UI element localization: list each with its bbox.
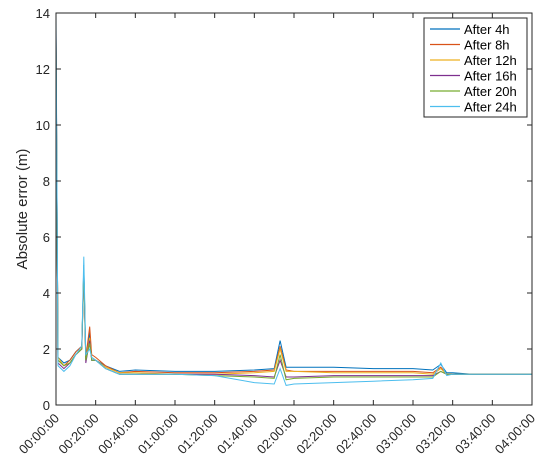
- y-tick-label: 14: [36, 6, 50, 21]
- x-tick-label: 03:40:00: [452, 411, 498, 457]
- series-line-6: [55, 12, 532, 386]
- x-tick-label: 02:40:00: [333, 411, 379, 457]
- x-tick-label: 01:20:00: [174, 411, 220, 457]
- y-tick-label: 10: [36, 118, 50, 133]
- legend-label-1: After 4h: [464, 22, 510, 37]
- x-tick-label: 00:20:00: [55, 411, 101, 457]
- x-tick-label: 03:00:00: [373, 411, 419, 457]
- series-layer: [55, 12, 532, 386]
- legend-box: [423, 17, 528, 118]
- legend-label-3: After 12h: [464, 53, 517, 68]
- y-tick-label: 0: [43, 398, 50, 413]
- y-tick-label: 6: [43, 230, 50, 245]
- x-tick-label: 03:20:00: [412, 411, 458, 457]
- y-tick-label: 8: [43, 174, 50, 189]
- x-tick-label: 02:20:00: [293, 411, 339, 457]
- x-tick-label: 02:00:00: [254, 411, 300, 457]
- y-tick-label: 4: [43, 286, 50, 301]
- y-axis-label: Absolute error (m): [14, 149, 31, 270]
- x-tick-label: 04:00:00: [492, 411, 538, 457]
- x-tick-label: 00:00:00: [16, 411, 62, 457]
- x-tick-label: 01:40:00: [214, 411, 260, 457]
- legend-label-5: After 20h: [464, 84, 517, 99]
- legend-label-2: After 8h: [464, 38, 510, 53]
- x-tick-label: 01:00:00: [135, 411, 181, 457]
- legend-label-4: After 16h: [464, 69, 517, 84]
- y-tick-label: 12: [36, 62, 50, 77]
- x-tick-label: 00:40:00: [95, 411, 141, 457]
- y-tick-label: 2: [43, 342, 50, 357]
- legend-label-6: After 24h: [464, 100, 517, 115]
